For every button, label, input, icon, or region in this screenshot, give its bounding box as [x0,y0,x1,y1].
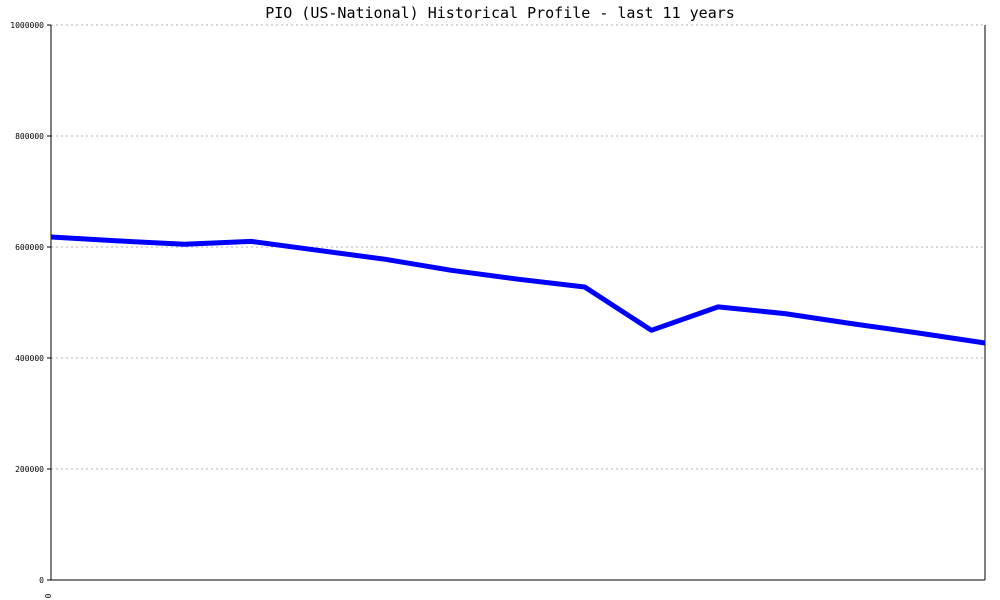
y-tick-label: 200000 [15,465,44,474]
x-tick-labels: 0 [44,593,53,598]
y-tick-labels: 0 200000 400000 600000 800000 1000000 [10,21,51,585]
y-tick-label: 1000000 [10,21,44,30]
y-tick-label: 800000 [15,132,44,141]
y-tick-label: 600000 [15,243,44,252]
x-tick-label: 0 [44,593,53,598]
y-tick-label: 400000 [15,354,44,363]
grid-lines [51,24,985,470]
series-line [50,234,986,346]
axes [50,25,986,581]
series-layer [50,234,986,346]
chart-title: PIO (US-National) Historical Profile - l… [265,4,735,22]
y-tick-label: 0 [39,576,44,585]
